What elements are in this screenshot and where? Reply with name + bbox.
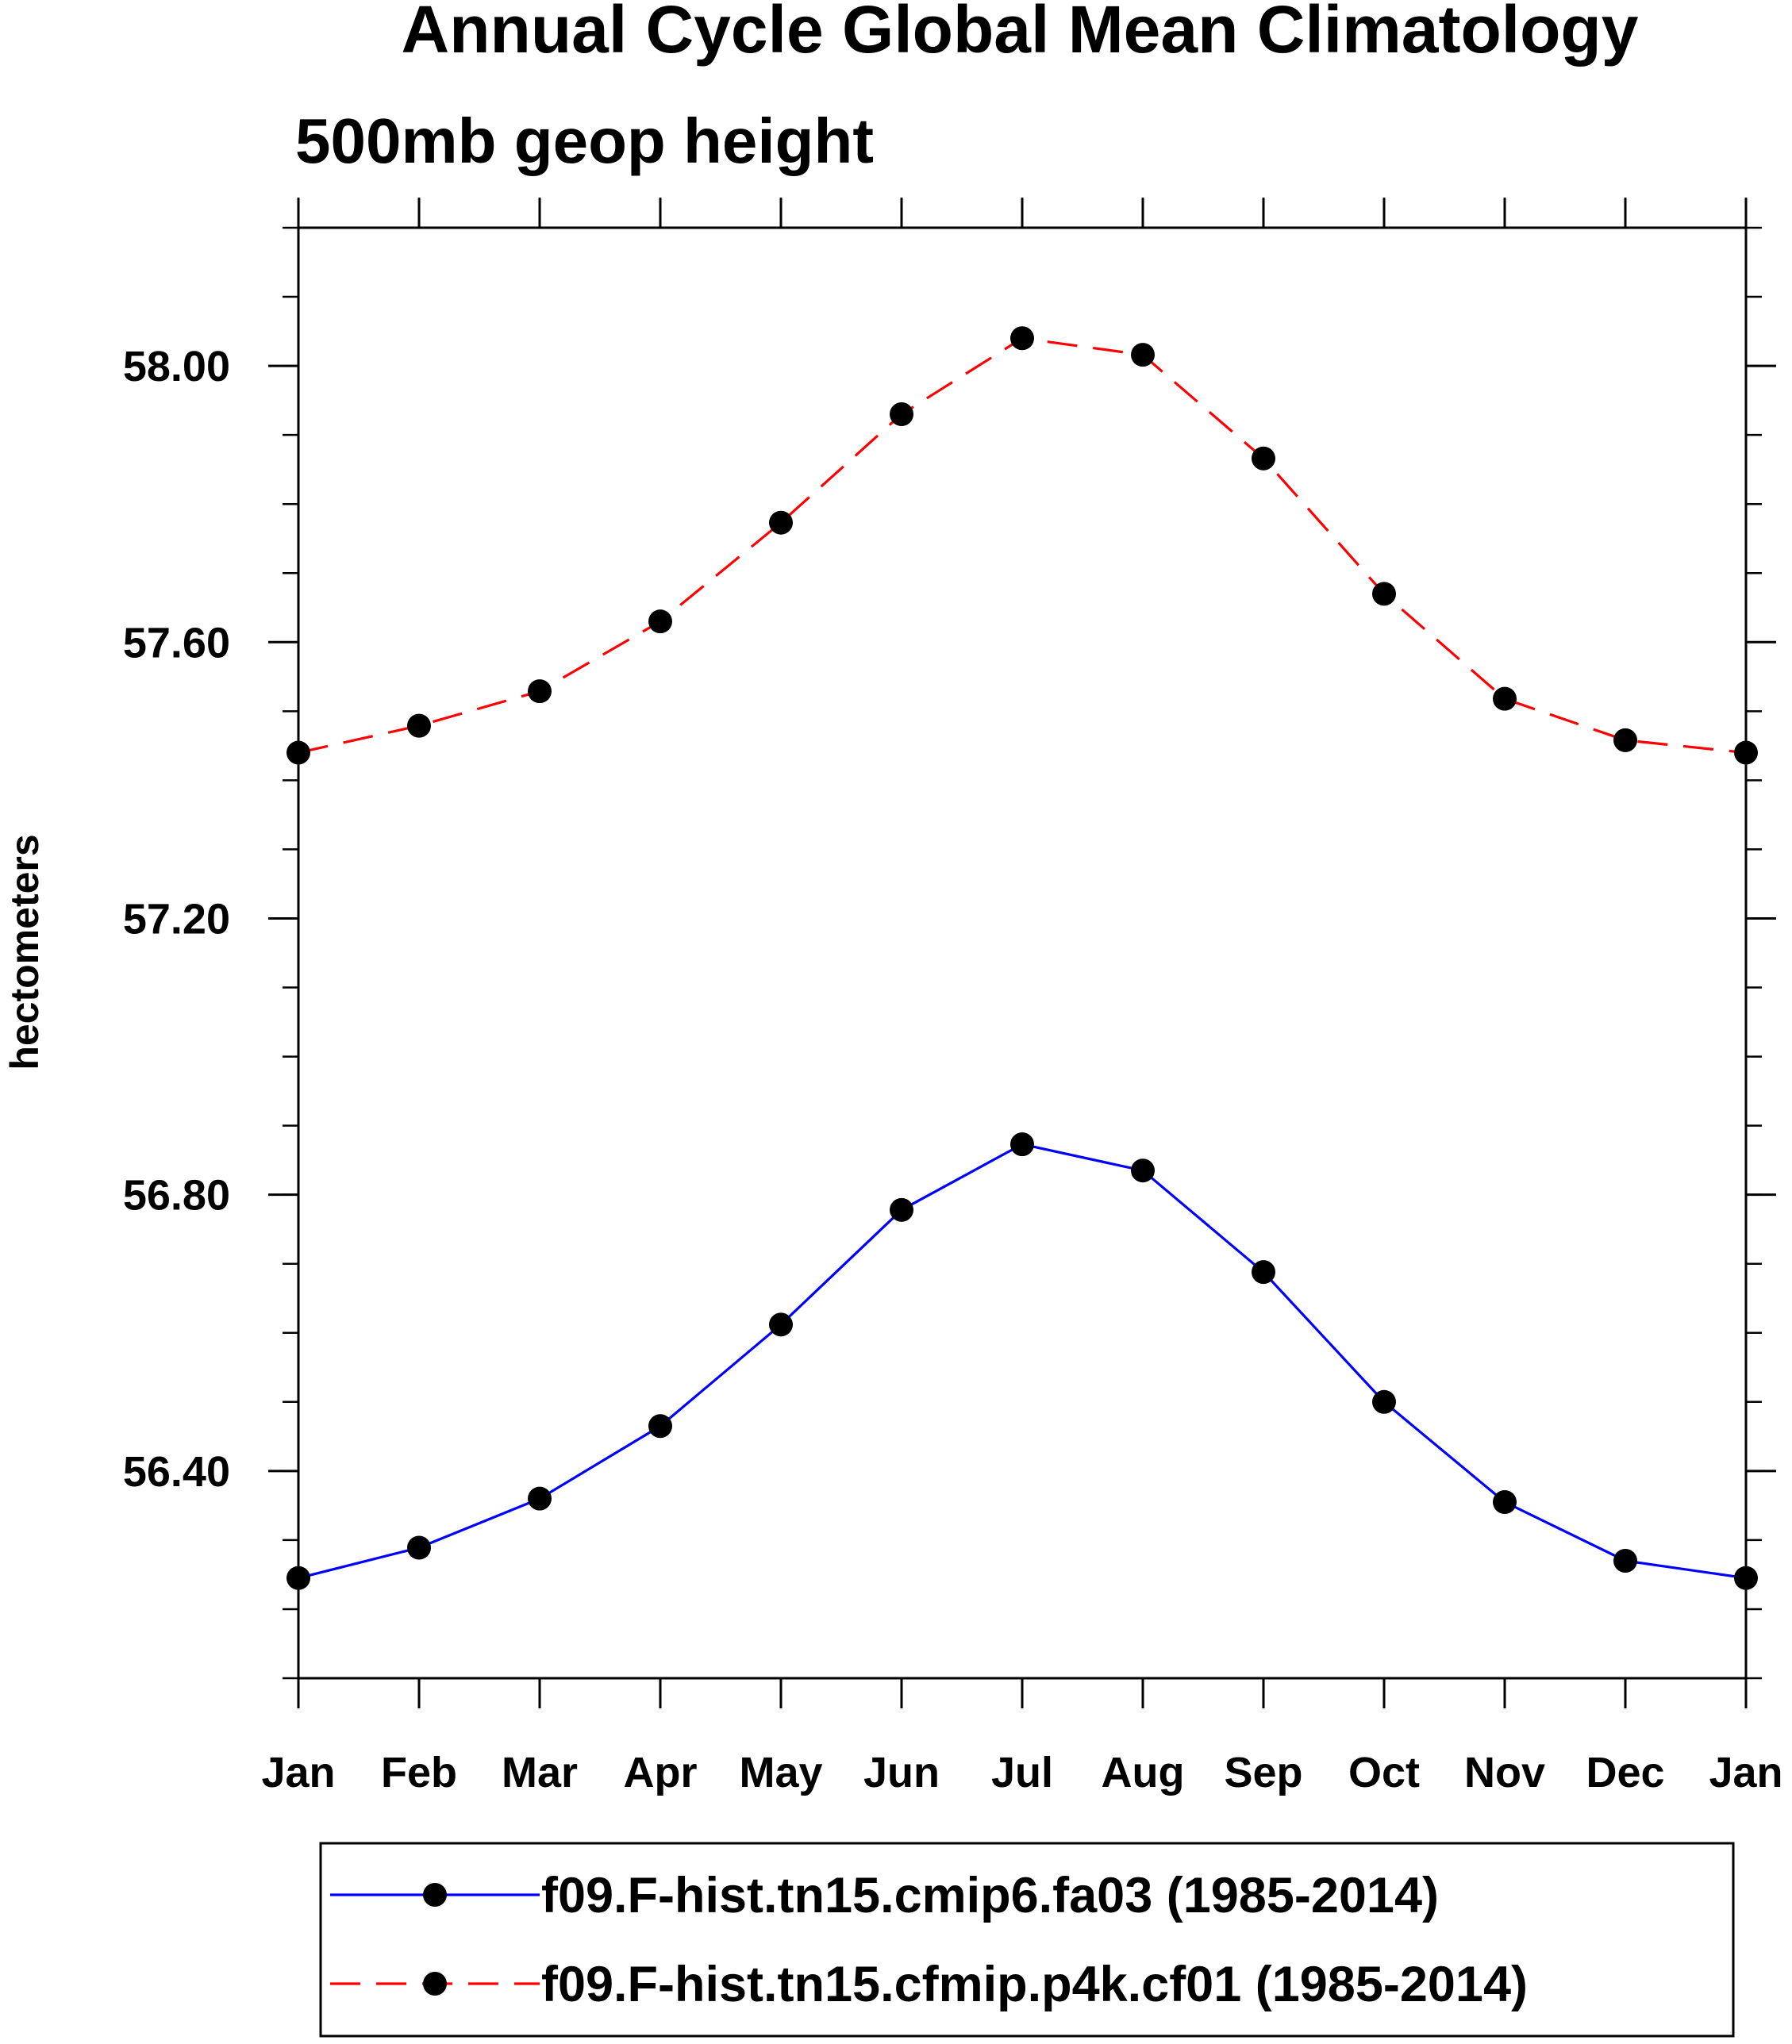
series-1-point [286, 1566, 310, 1590]
series-1-point [890, 1197, 913, 1222]
legend-label-2: f09.F-hist.tn15.cfmip.p4k.cf01 (1985-201… [541, 1957, 1528, 2012]
x-tick-label: Jun [863, 1749, 940, 1796]
series-1-point [1734, 1566, 1758, 1590]
x-tick-label: Feb [381, 1749, 457, 1796]
y-tick-label: 58.00 [123, 343, 230, 390]
series-1-point [769, 1312, 793, 1337]
series-2-point [528, 679, 552, 704]
series-1-point [528, 1486, 552, 1511]
x-tick-label: Nov [1464, 1749, 1545, 1796]
series-1-point [1010, 1132, 1034, 1157]
x-tick-label: Oct [1348, 1749, 1420, 1796]
series-2-point [1010, 326, 1034, 351]
plot-frame [297, 226, 1748, 1680]
series-2-point [407, 713, 431, 738]
legend-marker-2 [423, 1972, 447, 1996]
x-tick-label: Dec [1586, 1749, 1664, 1796]
legend: f09.F-hist.tn15.cmip6.fa03 (1985-2014) f0… [330, 1868, 1528, 2012]
legend-marker-1 [423, 1883, 447, 1907]
y-axis-label: hectometers [2, 834, 47, 1070]
series-2-point [286, 740, 310, 765]
series-2-point [769, 510, 793, 535]
series-line-2 [298, 336, 1747, 755]
series-2-point [890, 402, 913, 427]
series-1-point [1252, 1260, 1275, 1285]
x-tick-label: Sep [1224, 1749, 1302, 1796]
series-2-point [1372, 582, 1396, 606]
series-1-point [1372, 1389, 1396, 1414]
x-tick-label: Jan [1709, 1749, 1782, 1796]
x-tick-label: Aug [1102, 1749, 1185, 1796]
series-2-point [1613, 728, 1637, 752]
x-tick-label: Apr [624, 1749, 698, 1796]
x-tick-label: May [739, 1749, 822, 1796]
x-tick-label: Jul [991, 1749, 1053, 1796]
x-tick-label: Jan [261, 1749, 335, 1796]
series-2-point [1493, 686, 1517, 711]
y-tick-label: 57.20 [123, 895, 230, 943]
series-2-point [1131, 343, 1155, 367]
series-1-point [407, 1535, 431, 1560]
series-line-1 [298, 1143, 1747, 1580]
series-2-point [1252, 446, 1275, 471]
axes-group: Jan Feb Mar Apr May Jun Jul Aug Sep Oct Nov Dec Jan 5… [123, 198, 1783, 1796]
legend-label-1: f09.F-hist.tn15.cmip6.fa03 (1985-2014) [541, 1868, 1439, 1923]
series-1-point [1613, 1549, 1637, 1573]
series-1-point [648, 1414, 672, 1439]
y-tick-label: 57.60 [123, 619, 230, 667]
legend-box [319, 1842, 1735, 2038]
x-tick-label: Mar [502, 1749, 578, 1796]
series-layer [286, 326, 1758, 1590]
y-tick-label: 56.40 [123, 1448, 230, 1496]
series-1-point [1493, 1490, 1517, 1515]
series-2-point [1734, 740, 1758, 765]
series-2-point [648, 609, 672, 634]
chart-subtitle: 500mb geop height [295, 106, 874, 176]
y-tick-label: 56.80 [123, 1172, 230, 1220]
chart-title: Annual Cycle Global Mean Climatology [402, 0, 1639, 67]
series-1-point [1131, 1158, 1155, 1183]
